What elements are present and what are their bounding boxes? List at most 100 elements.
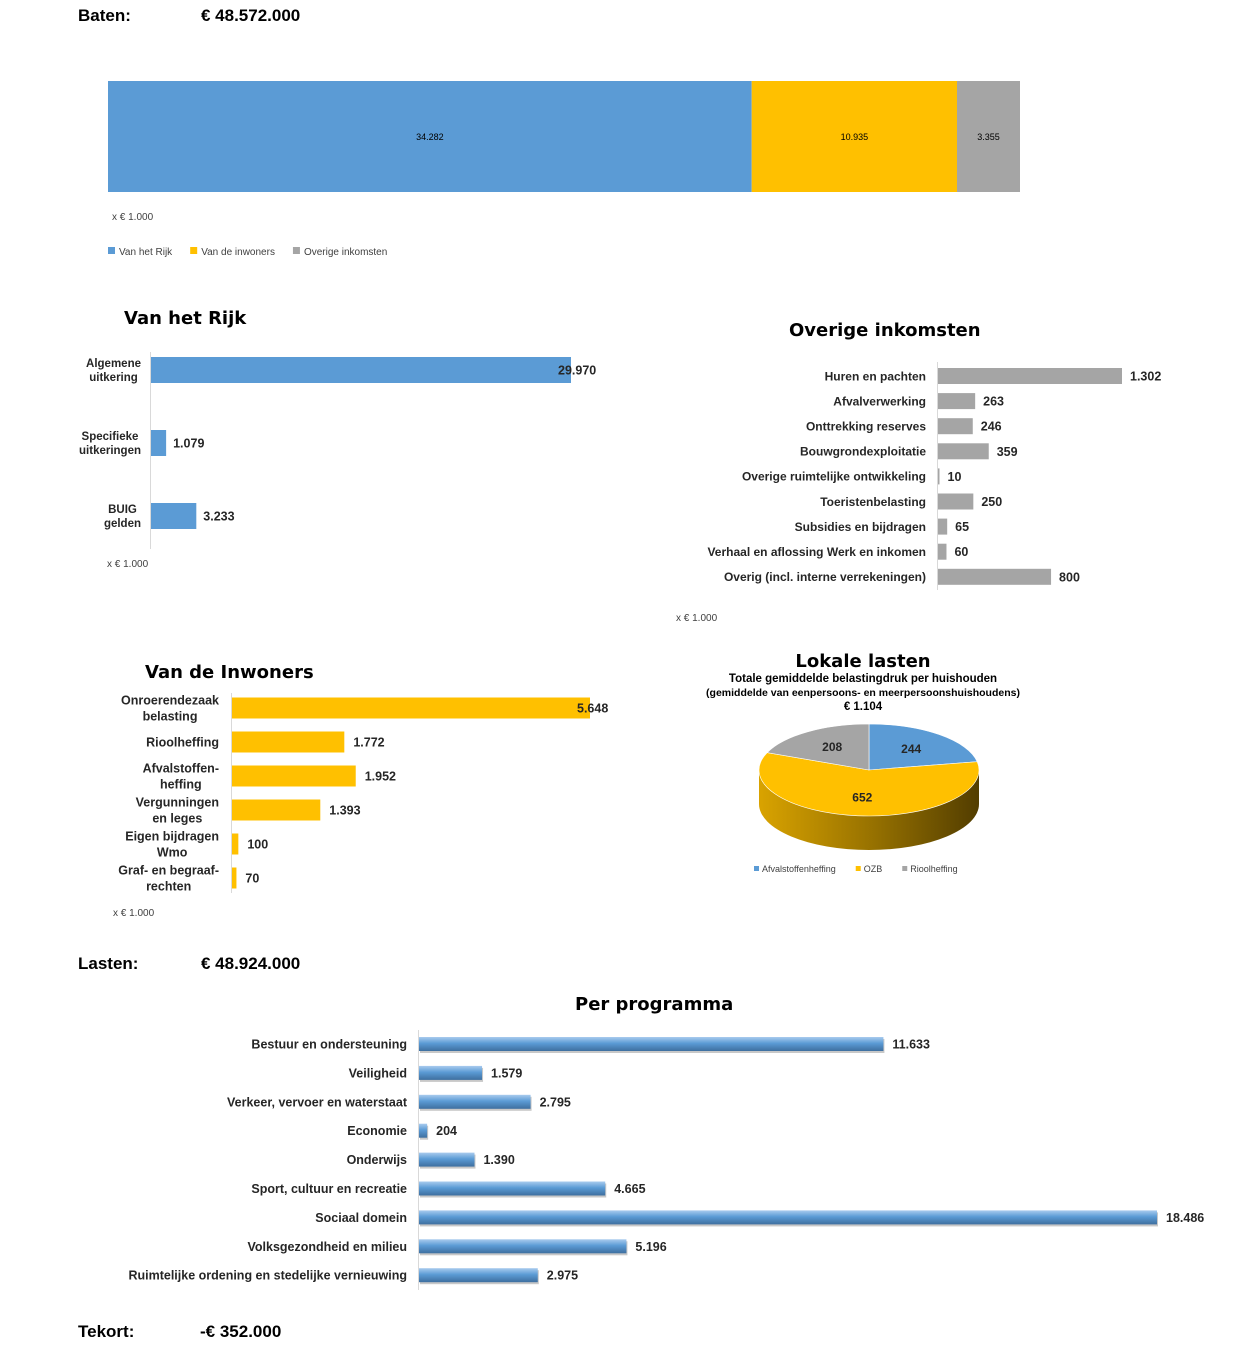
programma-chart-category-label-line: Bestuur en ondersteuning bbox=[251, 1038, 407, 1052]
overige-chart-bar bbox=[938, 418, 973, 435]
programma-chart-category-label: Ruimtelijke ordening en stedelijke verni… bbox=[128, 1269, 407, 1283]
baten-label: Baten: bbox=[78, 6, 131, 25]
lokale-lasten-subtitle: Totale gemiddelde belastingdruk per huis… bbox=[729, 673, 997, 685]
programma-chart-bar bbox=[419, 1123, 428, 1138]
programma-chart-value-label: 1.390 bbox=[483, 1153, 514, 1167]
pie-slice bbox=[758, 752, 980, 817]
inwoners-chart-value-label: 5.648 bbox=[577, 702, 608, 716]
programma-chart-category-label-line: Veiligheid bbox=[349, 1066, 407, 1080]
overige-chart-value-label: 1.302 bbox=[1130, 370, 1161, 384]
inwoners-chart-category-label-line: Onroerendezaak bbox=[121, 694, 219, 708]
segment-value-label: 10.935 bbox=[841, 132, 869, 142]
legend-label: Van de inwoners bbox=[201, 247, 275, 258]
programma-chart-value-label: 1.579 bbox=[491, 1066, 522, 1080]
overige-chart-value-label: 263 bbox=[983, 395, 1004, 409]
overige-chart-category-label-line: Subsidies en bijdragen bbox=[795, 520, 926, 534]
inwoners-chart: Onroerendezaak belasting 5.648 Rioolheffing… bbox=[118, 693, 608, 894]
programma-chart-value-label: 204 bbox=[436, 1124, 457, 1138]
overige-chart-category-label: Verhaal en aflossing Werk en inkomen bbox=[707, 545, 926, 559]
legend-swatch bbox=[902, 866, 908, 871]
overige-chart-category-label-line: Toeristenbelasting bbox=[820, 495, 926, 509]
overige-chart-category-label: Overige ruimtelijke ontwikkeling bbox=[742, 470, 926, 484]
legend-label: OZB bbox=[864, 864, 883, 874]
rijk-chart-value-label: 3.233 bbox=[203, 510, 234, 524]
pie-slice-value-label: 244 bbox=[901, 742, 921, 756]
inwoners-chart-category-label-line: Vergunningen bbox=[136, 796, 219, 810]
lokale-lasten-subtitle-2: (gemiddelde van eenpersoons- en meerpers… bbox=[706, 687, 1020, 699]
stacked-segment bbox=[108, 81, 752, 192]
legend-swatch bbox=[754, 866, 759, 871]
lokale-lasten-pie-chart: 244 652 208 Afvalstoffenheffing OZB Rioolheff… bbox=[754, 723, 980, 874]
legend-swatch bbox=[855, 866, 861, 871]
overige-chart: Huren en pachten 1.302 Afvalverwerking 263 O… bbox=[707, 362, 1161, 590]
programma-chart-bar bbox=[419, 1181, 606, 1196]
pie-slice-value-label: 208 bbox=[822, 740, 842, 754]
programma-chart-category-label-line: Verkeer, vervoer en waterstaat bbox=[227, 1095, 408, 1109]
segment-value-label: 3.355 bbox=[977, 132, 1000, 142]
segment-value-label: 34.282 bbox=[416, 132, 444, 142]
inwoners-chart-bar bbox=[232, 731, 345, 753]
inwoners-chart-category-label-line: Graf- en begraaf- bbox=[118, 864, 219, 878]
rijk-chart-category-label-line: gelden bbox=[104, 518, 141, 530]
legend-swatch bbox=[108, 247, 115, 254]
programma-chart-category-label-line: Onderwijs bbox=[347, 1153, 407, 1167]
overige-chart-category-label-line: Afvalverwerking bbox=[833, 394, 926, 408]
programma-chart-value-label: 2.795 bbox=[540, 1095, 571, 1109]
overige-chart-title: Overige inkomsten bbox=[789, 320, 981, 341]
inwoners-chart-value-label: 70 bbox=[245, 872, 259, 886]
inwoners-chart-category-label-line: Eigen bijdragen bbox=[125, 830, 219, 844]
inwoners-chart-category-label: Onroerendezaak belasting bbox=[121, 694, 219, 724]
overige-chart-value-label: 246 bbox=[981, 420, 1002, 434]
lasten-value: € 48.924.000 bbox=[201, 954, 300, 973]
inwoners-chart-title: Van de Inwoners bbox=[145, 662, 314, 683]
rijk-unit-note: x € 1.000 bbox=[107, 559, 149, 570]
programma-chart-value-label: 18.486 bbox=[1166, 1211, 1204, 1225]
overige-chart-value-label: 10 bbox=[948, 470, 962, 484]
programma-chart-bar bbox=[419, 1268, 538, 1283]
inwoners-chart-category-label: Vergunningen en leges bbox=[136, 796, 219, 826]
rijk-chart-category-label: Algemene uitkering bbox=[86, 358, 141, 384]
rijk-chart-category-label: BUIG gelden bbox=[104, 504, 141, 530]
inwoners-chart-bar bbox=[232, 833, 239, 855]
legend-label: Afvalstoffenheffing bbox=[762, 864, 836, 874]
inwoners-chart-category-label: Rioolheffing bbox=[146, 736, 219, 750]
inwoners-chart-category-label-line: en leges bbox=[152, 812, 202, 826]
programma-chart-value-label: 5.196 bbox=[635, 1240, 666, 1254]
overige-chart-category-label: Afvalverwerking bbox=[833, 394, 926, 408]
programma-chart-category-label-line: Sociaal domein bbox=[315, 1211, 407, 1225]
programma-chart-category-label: Sociaal domein bbox=[315, 1211, 407, 1225]
rijk-chart-category-label: Specifieke uitkeringen bbox=[79, 431, 141, 457]
inwoners-chart-bar bbox=[232, 799, 321, 821]
pie-slice bbox=[766, 723, 870, 771]
overige-chart-bar bbox=[938, 368, 1122, 384]
legend-label: Rioolheffing bbox=[910, 864, 957, 874]
tekort-value: -€ 352.000 bbox=[200, 1322, 281, 1341]
overige-chart-bar bbox=[938, 518, 948, 535]
rijk-chart-category-label-line: Specifieke bbox=[82, 431, 139, 443]
programma-chart-bar bbox=[419, 1210, 1157, 1225]
overige-unit-note: x € 1.000 bbox=[676, 613, 718, 624]
inwoners-chart-category-label-line: belasting bbox=[143, 710, 198, 724]
tekort-label: Tekort: bbox=[78, 1322, 134, 1341]
overige-chart-category-label: Huren en pachten bbox=[825, 369, 926, 383]
stacked-segment bbox=[957, 81, 1020, 192]
overige-chart-category-label: Onttrekking reserves bbox=[806, 420, 926, 434]
chart-layer: 34.282 10.935 3.355 Van het Rijk Van de inwo… bbox=[79, 81, 1204, 1290]
inwoners-unit-note: x € 1.000 bbox=[113, 908, 155, 919]
overige-chart-category-label-line: Overige ruimtelijke ontwikkeling bbox=[742, 470, 926, 484]
rijk-chart-category-label-line: uitkering bbox=[89, 372, 138, 384]
programma-chart-bar bbox=[419, 1094, 531, 1109]
rijk-chart-value-label: 29.970 bbox=[558, 364, 596, 378]
overige-chart-category-label-line: Overig (incl. interne verrekeningen) bbox=[724, 570, 926, 584]
programma-chart-value-label: 4.665 bbox=[614, 1182, 645, 1196]
rijk-chart: Algemene uitkering 29.970 Specifieke uitkeri… bbox=[79, 352, 596, 549]
lokale-lasten-total: € 1.104 bbox=[844, 701, 883, 713]
lasten-label: Lasten: bbox=[78, 954, 138, 973]
inwoners-chart-value-label: 100 bbox=[247, 838, 268, 852]
overige-chart-category-label-line: Onttrekking reserves bbox=[806, 420, 926, 434]
programma-chart-category-label-line: Ruimtelijke ordening en stedelijke verni… bbox=[128, 1269, 407, 1283]
inwoners-chart-value-label: 1.772 bbox=[353, 736, 384, 750]
overige-chart-category-label-line: Huren en pachten bbox=[825, 369, 926, 383]
